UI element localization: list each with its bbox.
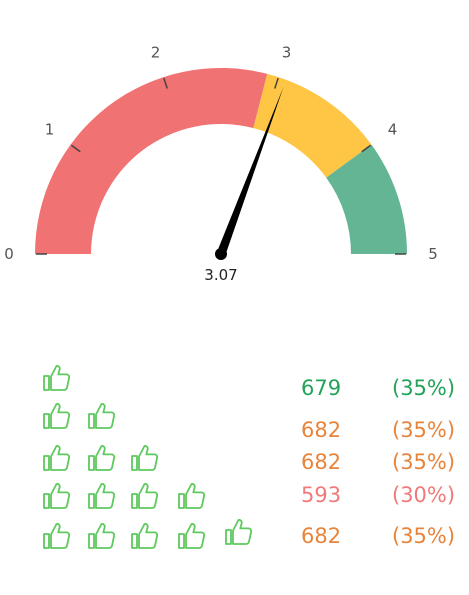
- rating-percent: (35%): [392, 376, 456, 400]
- rating-percent: (35%): [392, 524, 456, 548]
- rating-count: 682: [301, 418, 342, 442]
- thumbs-up-icon: [85, 442, 117, 474]
- rating-percent: (30%): [392, 483, 456, 507]
- gauge-needle: [215, 87, 284, 260]
- rating-row-5: 682 (35%): [0, 518, 469, 554]
- rating-row-4: 593 (30%): [0, 478, 469, 514]
- rating-count: 593: [301, 483, 342, 507]
- rating-percent: (35%): [392, 418, 456, 442]
- thumbs-up-icon: [128, 442, 160, 474]
- thumbs-up-icon: [85, 480, 117, 512]
- rating-count: 679: [301, 376, 342, 400]
- rating-row-3: 682 (35%): [0, 440, 469, 476]
- gauge-ticks: [36, 77, 406, 255]
- thumbs-up-icon: [85, 520, 117, 552]
- gauge-tick-3: [274, 77, 279, 89]
- gauge-needle-pointer: [216, 87, 284, 256]
- thumbs-up-icon: [85, 400, 117, 432]
- rating-count: 682: [301, 450, 342, 474]
- thumbs-up-icon: [128, 520, 160, 552]
- gauge-tick-label-5: 5: [428, 245, 438, 263]
- gauge-tick-label-2: 2: [151, 43, 161, 61]
- rating-row-2: 682 (35%): [0, 398, 469, 442]
- gauge-tick-label-0: 0: [4, 245, 14, 263]
- gauge-band-2: [326, 144, 407, 254]
- gauge-tick-2: [163, 77, 168, 89]
- gauge-tick-labels: 0 1 2 3 4 5: [4, 43, 438, 263]
- thumbs-up-icon: [128, 480, 160, 512]
- gauge-band-0: [35, 67, 268, 255]
- gauge-tick-4: [361, 144, 372, 153]
- thumbs-up-icon: [40, 480, 72, 512]
- gauge-bands: [35, 67, 407, 255]
- thumbs-up-icon: [40, 520, 72, 552]
- gauge-tick-1: [70, 144, 81, 153]
- gauge-tick-label-3: 3: [282, 43, 292, 61]
- gauge-value-label: 3.07: [204, 266, 237, 284]
- rating-gauge: 0 1 2 3 4 5 3.07: [4, 43, 438, 284]
- gauge-tick-label-1: 1: [45, 120, 55, 138]
- thumbs-up-icon: [40, 400, 72, 432]
- rating-row-1: 679 (35%): [0, 360, 469, 400]
- thumbs-up-icon: [40, 362, 72, 394]
- thumbs-up-icon: [175, 520, 207, 552]
- thumbs-up-icon: [40, 442, 72, 474]
- gauge-band-1: [253, 73, 372, 178]
- rating-count: 682: [301, 524, 342, 548]
- gauge-needle-hub: [215, 248, 227, 260]
- rating-percent: (35%): [392, 450, 456, 474]
- gauge-tick-label-4: 4: [388, 120, 398, 138]
- thumbs-up-icon: [222, 516, 254, 548]
- thumbs-up-icon: [175, 480, 207, 512]
